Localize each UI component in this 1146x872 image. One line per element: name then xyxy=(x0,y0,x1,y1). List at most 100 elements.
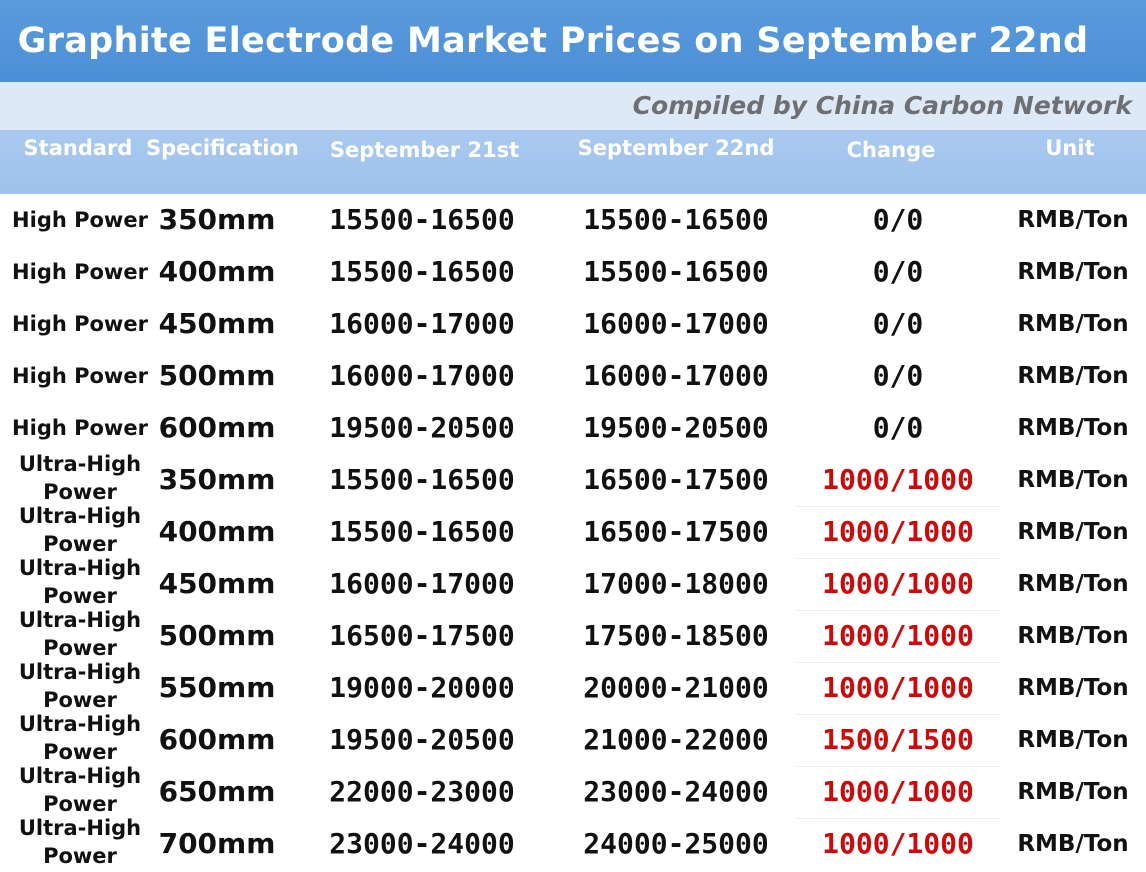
price-sep22-cell: 20000-21000 xyxy=(583,671,769,704)
price-sep21-cell: 16500-17500 xyxy=(329,619,515,652)
change-cell: 1000/1000 xyxy=(822,463,974,496)
standard-cell: High Power xyxy=(12,260,148,284)
change-cell: 0/0 xyxy=(872,203,924,236)
change-cell: 1000/1000 xyxy=(822,567,974,600)
specification-cell: 500mm xyxy=(158,359,276,392)
title-bar xyxy=(0,0,1146,82)
specification-cell: 500mm xyxy=(158,619,276,652)
price-sep22-cell: 16000-17000 xyxy=(583,359,769,392)
specification-cell: 600mm xyxy=(158,411,276,444)
price-sep22-cell: 16500-17500 xyxy=(583,463,769,496)
standard-cell: Ultra-High Power xyxy=(18,504,142,556)
table-row: Ultra-High Power 700mm 23000-24000 24000-25… xyxy=(0,816,1146,870)
specification-cell: 350mm xyxy=(158,463,276,496)
change-cell: 1000/1000 xyxy=(822,515,974,548)
price-sep22-cell: 17500-18500 xyxy=(583,619,769,652)
price-sep21-cell: 16000-17000 xyxy=(329,307,515,340)
standard-cell: High Power xyxy=(12,312,148,336)
price-sep21-cell: 19500-20500 xyxy=(329,723,515,756)
price-sep21-cell: 16000-17000 xyxy=(329,567,515,600)
price-sep21-cell: 19000-20000 xyxy=(329,671,515,704)
change-cell: 0/0 xyxy=(872,255,924,288)
table-row: Ultra-High Power 500mm 16500-17500 17500-18… xyxy=(0,608,1146,662)
unit-cell: RMB/Ton xyxy=(1017,363,1129,389)
column-header-september-21st: September 21st xyxy=(329,138,520,162)
standard-cell: Ultra-High Power xyxy=(18,712,142,764)
price-sep22-cell: 16000-17000 xyxy=(583,307,769,340)
page-title: Graphite Electrode Market Prices on Sept… xyxy=(17,21,1089,61)
change-cell: 1000/1000 xyxy=(822,619,974,652)
standard-cell: Ultra-High Power xyxy=(18,764,142,816)
change-cell: 0/0 xyxy=(872,307,924,340)
row-divider xyxy=(796,818,1000,819)
specification-cell: 400mm xyxy=(158,515,276,548)
table-row: Ultra-High Power 650mm 22000-23000 23000-24… xyxy=(0,764,1146,818)
unit-cell: RMB/Ton xyxy=(1017,467,1129,493)
price-sep22-cell: 23000-24000 xyxy=(583,775,769,808)
standard-cell: High Power xyxy=(12,364,148,388)
unit-cell: RMB/Ton xyxy=(1017,519,1129,545)
unit-cell: RMB/Ton xyxy=(1017,831,1129,857)
unit-cell: RMB/Ton xyxy=(1017,675,1129,701)
standard-cell: Ultra-High Power xyxy=(18,608,142,660)
row-divider xyxy=(796,610,1000,611)
table-row: Ultra-High Power 350mm 15500-16500 16500-17… xyxy=(0,452,1146,506)
standard-cell: Ultra-High Power xyxy=(18,660,142,712)
page-subtitle: Compiled by China Carbon Network xyxy=(632,91,1132,120)
specification-cell: 450mm xyxy=(158,307,276,340)
column-header-standard: Standard xyxy=(23,136,133,160)
table-row: High Power 500mm 16000-17000 16000-17000 0/0… xyxy=(0,350,1146,402)
standard-cell: High Power xyxy=(12,416,148,440)
specification-cell: 450mm xyxy=(158,567,276,600)
price-sep21-cell: 16000-17000 xyxy=(329,359,515,392)
specification-cell: 650mm xyxy=(158,775,276,808)
change-cell: 1000/1000 xyxy=(822,827,974,860)
table-row: High Power 350mm 15500-16500 15500-16500 0/0… xyxy=(0,194,1146,246)
column-header-unit: Unit xyxy=(1045,136,1095,160)
price-sep22-cell: 16500-17500 xyxy=(583,515,769,548)
row-divider xyxy=(796,714,1000,715)
standard-cell: High Power xyxy=(12,208,148,232)
change-cell: 0/0 xyxy=(872,359,924,392)
price-sep22-cell: 17000-18000 xyxy=(583,567,769,600)
specification-cell: 600mm xyxy=(158,723,276,756)
row-divider xyxy=(796,558,1000,559)
change-cell: 1000/1000 xyxy=(822,775,974,808)
table-row: High Power 450mm 16000-17000 16000-17000 0/0… xyxy=(0,298,1146,350)
specification-cell: 700mm xyxy=(158,827,276,860)
row-divider xyxy=(796,766,1000,767)
price-sep21-cell: 19500-20500 xyxy=(329,411,515,444)
unit-cell: RMB/Ton xyxy=(1017,623,1129,649)
specification-cell: 400mm xyxy=(158,255,276,288)
table-row: High Power 400mm 15500-16500 15500-16500 0/0… xyxy=(0,246,1146,298)
column-header-specification: Specification xyxy=(146,136,299,160)
price-sep21-cell: 15500-16500 xyxy=(329,203,515,236)
price-sep21-cell: 15500-16500 xyxy=(329,255,515,288)
column-header-change: Change xyxy=(846,138,936,162)
change-cell: 1500/1500 xyxy=(822,723,974,756)
price-sep22-cell: 24000-25000 xyxy=(583,827,769,860)
table-row: Ultra-High Power 400mm 15500-16500 16500-17… xyxy=(0,504,1146,558)
unit-cell: RMB/Ton xyxy=(1017,727,1129,753)
unit-cell: RMB/Ton xyxy=(1017,415,1129,441)
row-divider xyxy=(796,662,1000,663)
specification-cell: 550mm xyxy=(158,671,276,704)
price-sep22-cell: 15500-16500 xyxy=(583,203,769,236)
table-header-bar xyxy=(0,130,1146,194)
price-sep21-cell: 23000-24000 xyxy=(329,827,515,860)
change-cell: 0/0 xyxy=(872,411,924,444)
change-cell: 1000/1000 xyxy=(822,671,974,704)
table-row: High Power 600mm 19500-20500 19500-20500 0/0… xyxy=(0,402,1146,454)
price-sep21-cell: 22000-23000 xyxy=(329,775,515,808)
price-sep22-cell: 15500-16500 xyxy=(583,255,769,288)
row-divider xyxy=(796,506,1000,507)
price-sep21-cell: 15500-16500 xyxy=(329,515,515,548)
unit-cell: RMB/Ton xyxy=(1017,311,1129,337)
unit-cell: RMB/Ton xyxy=(1017,571,1129,597)
price-sep21-cell: 15500-16500 xyxy=(329,463,515,496)
table-row: Ultra-High Power 550mm 19000-20000 20000-21… xyxy=(0,660,1146,714)
unit-cell: RMB/Ton xyxy=(1017,779,1129,805)
standard-cell: Ultra-High Power xyxy=(18,556,142,608)
unit-cell: RMB/Ton xyxy=(1017,259,1129,285)
table-row: Ultra-High Power 450mm 16000-17000 17000-18… xyxy=(0,556,1146,610)
